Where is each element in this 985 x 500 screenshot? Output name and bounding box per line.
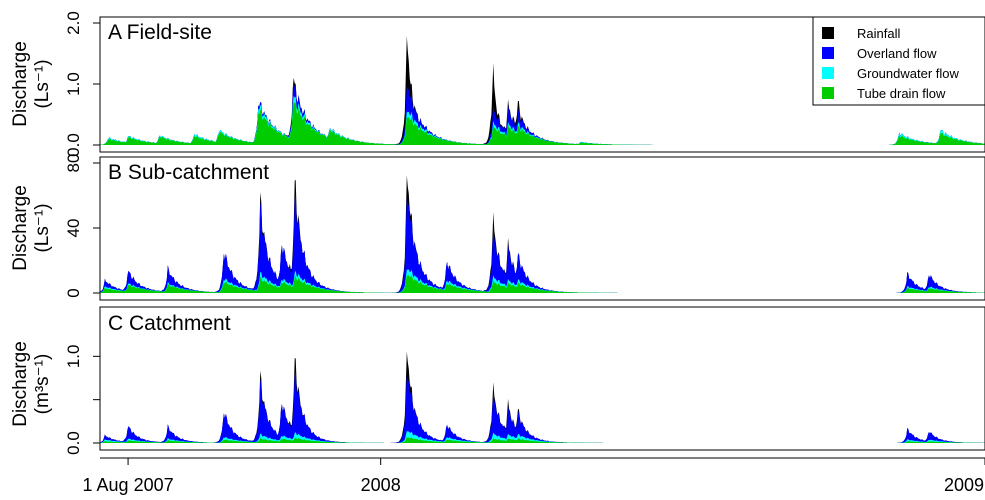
area-tube-drain-flow-catchment <box>100 437 985 443</box>
y-tick-label-field-site: 2.0 <box>64 11 83 35</box>
y-tick-label-sub-catchment: 0 <box>64 288 83 297</box>
y-tick-label-field-site: 1.0 <box>64 72 83 96</box>
stacked-areas-catchment <box>100 351 985 443</box>
y-axis-label-sub-catchment: Discharge <box>10 185 31 271</box>
area-rainfall-catchment <box>100 351 985 443</box>
legend-label-rainfall: Rainfall <box>857 26 900 41</box>
legend-swatch-overland-flow <box>822 47 834 59</box>
area-overland-flow-sub-catchment <box>100 194 985 293</box>
y-tick-label-field-site: 0.0 <box>64 133 83 157</box>
y-ticks-sub-catchment: 0 40 80 <box>64 154 101 298</box>
legend-swatch-tube-drain-flow <box>822 87 834 99</box>
legend-box <box>812 16 985 106</box>
legend-label-overland-flow: Overland flow <box>857 46 937 61</box>
plot-frame-catchment <box>99 306 985 451</box>
panel-title-sub-catchment: B Sub-catchment <box>108 161 269 184</box>
panel-sub-catchment: B Sub-catchment 0 40 80 Discharge (Ls⁻¹) <box>10 154 985 301</box>
panel-title-field-site: A Field-site <box>108 21 212 44</box>
panel-title-catchment: C Catchment <box>108 312 231 335</box>
y-axis-label-catchment: Discharge <box>10 341 31 427</box>
y-ticks-field-site: 0.0 1.0 2.0 <box>64 11 101 157</box>
legend-entries: Rainfall Overland flow Groundwater flow Tub… <box>822 26 959 101</box>
legend-swatch-groundwater-flow <box>822 67 834 79</box>
area-overland-flow-catchment <box>100 371 985 443</box>
stacked-areas-sub-catchment <box>100 175 985 293</box>
x-tick-label: 1 Aug 2007 <box>83 475 174 495</box>
area-groundwater-flow-catchment <box>100 431 985 443</box>
y-ticks-catchment: 0.0 1.0 <box>64 345 101 455</box>
y-tick-label-sub-catchment: 40 <box>64 219 83 238</box>
x-axis: 1 Aug 2007 2008 2009 <box>83 457 985 495</box>
x-tick-label: 2008 <box>361 475 401 495</box>
legend: Rainfall Overland flow Groundwater flow Tub… <box>812 16 985 106</box>
legend-swatch-rainfall <box>822 27 834 39</box>
y-tick-label-sub-catchment: 80 <box>64 154 83 173</box>
y-tick-label-catchment: 1.0 <box>64 345 83 369</box>
y-axis-label-field-site: Discharge <box>10 41 31 127</box>
panel-catchment: C Catchment 0.0 1.0 Discharge (m³s⁻¹) <box>10 306 985 455</box>
y-tick-label-catchment: 0.0 <box>64 431 83 455</box>
legend-label-tube-drain-flow: Tube drain flow <box>857 86 946 101</box>
y-axis-unit-field-site: (Ls⁻¹) <box>32 59 53 108</box>
legend-label-groundwater-flow: Groundwater flow <box>857 66 959 81</box>
area-tube-drain-flow-sub-catchment <box>100 274 985 293</box>
x-tick-label: 2009 <box>944 475 984 495</box>
y-axis-unit-sub-catchment: (Ls⁻¹) <box>32 203 53 252</box>
panel-field-site: A Field-site 0.0 1.0 2.0 Discharge (Ls⁻¹) <box>10 11 985 157</box>
y-axis-unit-catchment: (m³s⁻¹) <box>32 354 53 415</box>
